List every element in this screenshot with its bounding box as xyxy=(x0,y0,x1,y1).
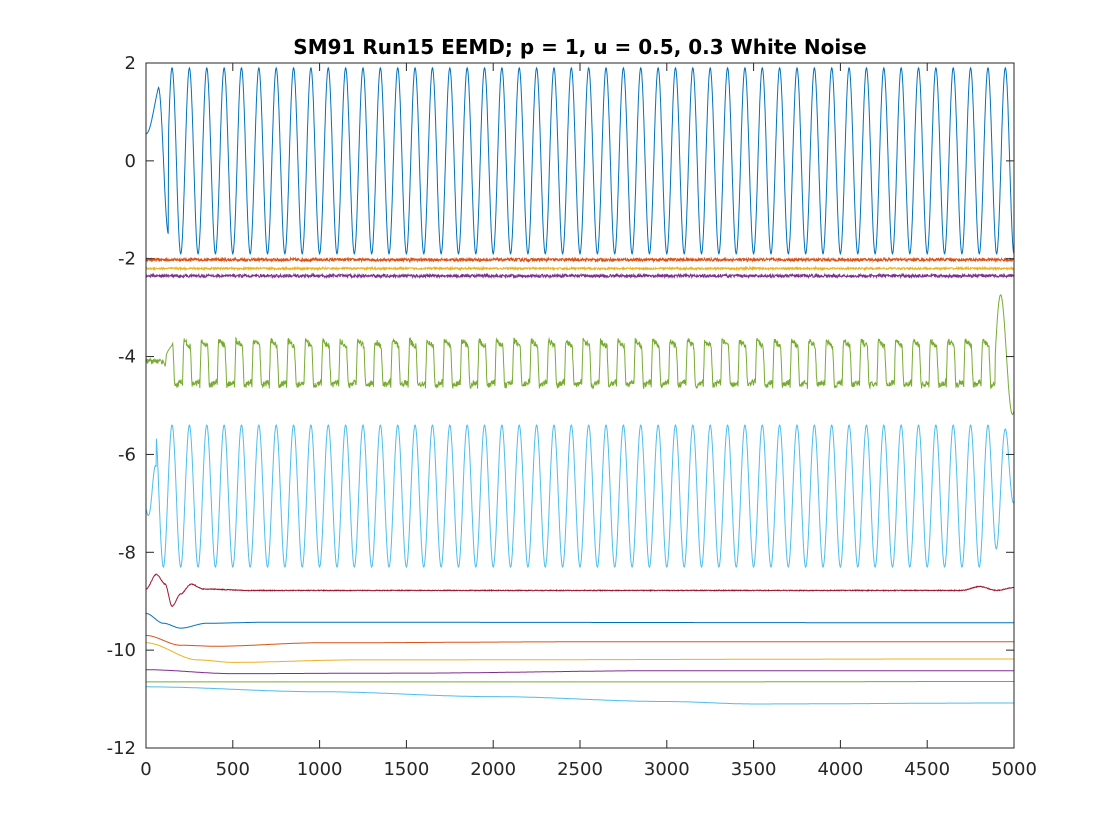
x-tick-label: 0 xyxy=(140,759,151,780)
chart-title: SM91 Run15 EEMD; p = 1, u = 0.5, 0.3 Whi… xyxy=(293,35,866,59)
y-tick-label: -6 xyxy=(118,444,136,465)
x-tick-label: 4500 xyxy=(904,759,950,780)
y-tick-label: -8 xyxy=(118,542,136,563)
series-line-4 xyxy=(145,272,1015,280)
series-line-10 xyxy=(146,642,1014,663)
plot-frame xyxy=(145,62,1015,749)
series-line-11 xyxy=(146,669,1014,675)
x-tick-label: 1000 xyxy=(297,759,343,780)
series-line-6 xyxy=(145,424,1015,569)
y-tick-label: -12 xyxy=(107,738,136,759)
x-tick-label: 500 xyxy=(216,759,250,780)
x-tick-label: 4000 xyxy=(817,759,863,780)
series-line-9 xyxy=(146,635,1014,647)
series-line-1 xyxy=(146,66,1015,256)
y-tick-label: 2 xyxy=(125,53,136,74)
series-line-2 xyxy=(145,256,1015,264)
x-tick-label: 5000 xyxy=(991,759,1037,780)
x-tick-label: 2500 xyxy=(557,759,603,780)
y-tick-label: -10 xyxy=(107,640,136,661)
y-tick-label: -2 xyxy=(118,249,136,270)
series-layer xyxy=(145,66,1015,705)
x-tick-label: 3500 xyxy=(731,759,777,780)
series-line-13 xyxy=(146,686,1014,705)
y-tick-label: 0 xyxy=(125,151,136,172)
x-tick-label: 1500 xyxy=(383,759,429,780)
series-line-8 xyxy=(145,612,1014,629)
y-tick-label: -4 xyxy=(118,347,136,368)
axes-layer: 0 500 1000 1500 2000 2500 3000 3500 4000 4500 5000… xyxy=(107,53,1037,780)
series-line-3 xyxy=(145,265,1015,272)
x-tick-label: 2000 xyxy=(470,759,516,780)
series-line-5 xyxy=(145,294,1015,415)
series-line-7 xyxy=(145,573,1015,608)
x-tick-label: 3000 xyxy=(644,759,690,780)
